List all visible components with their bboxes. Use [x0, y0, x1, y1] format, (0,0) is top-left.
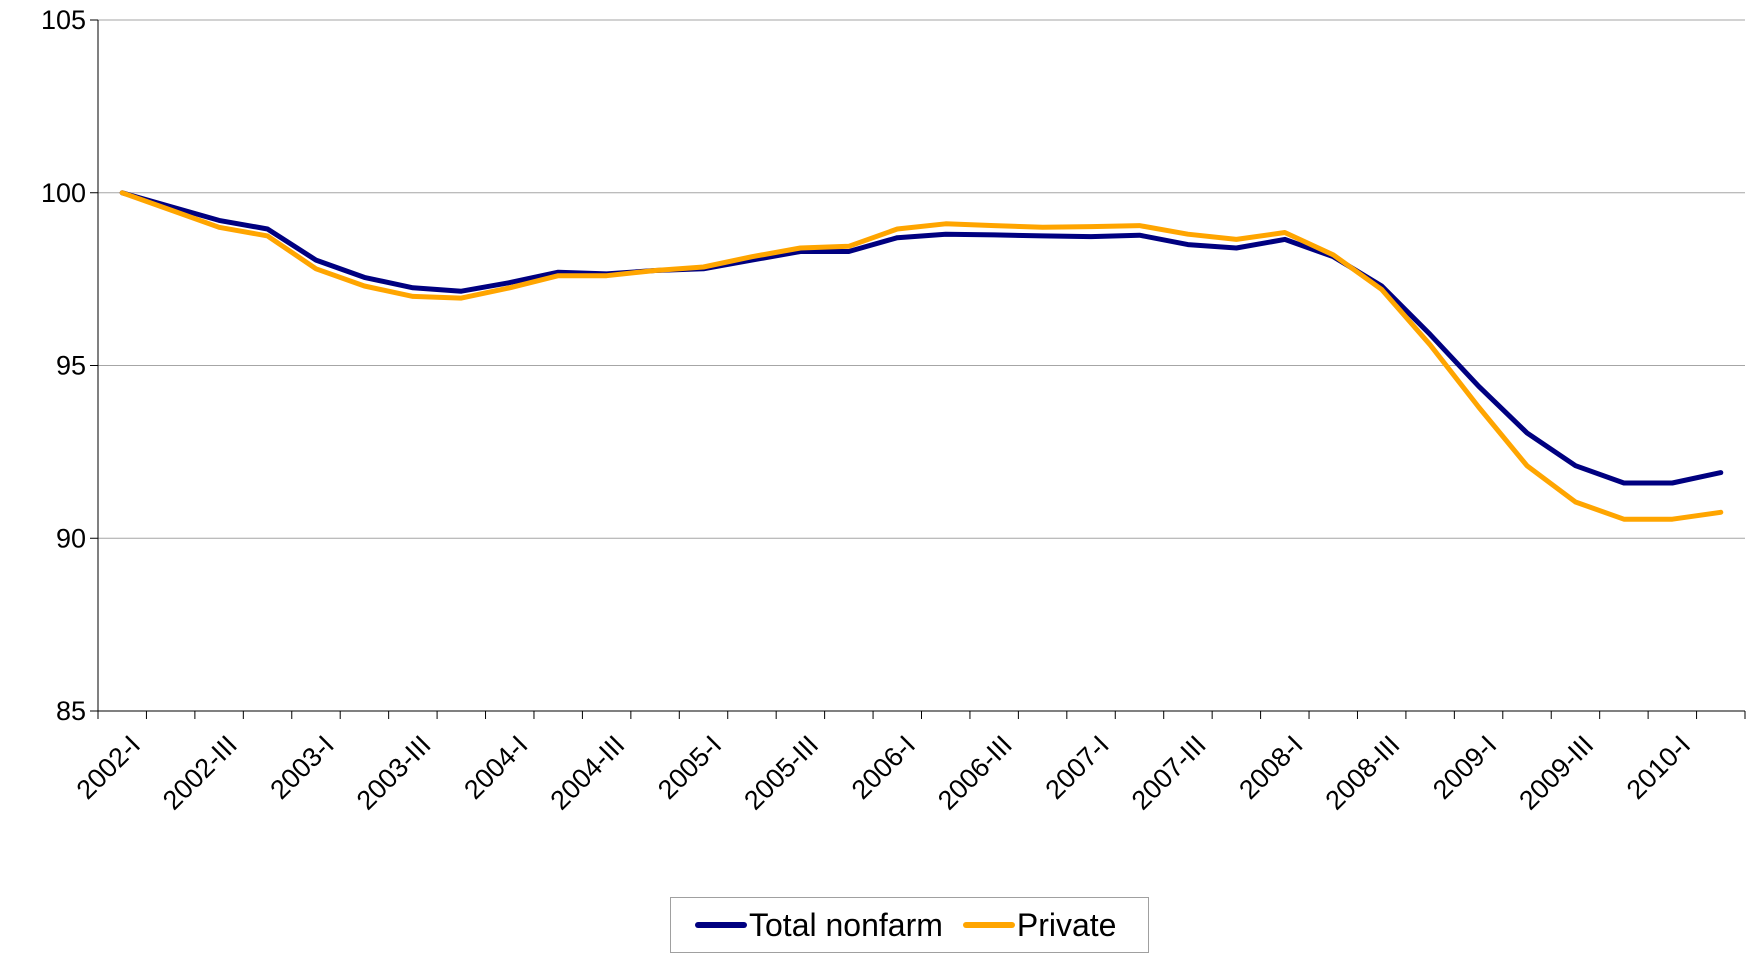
y-tick-label: 100	[41, 178, 86, 208]
y-tick-labels: 85 90 95 100 105	[41, 5, 86, 726]
legend-item-private: Private	[962, 906, 1117, 944]
series-line-private	[119, 190, 1724, 522]
x-tick-label: 2008-III	[1320, 730, 1406, 816]
x-tick-label: 2009-I	[1427, 730, 1502, 805]
x-tick-label: 2004-I	[458, 730, 533, 805]
x-tick-label: 2005-I	[652, 730, 727, 805]
x-tick-label: 2004-III	[544, 730, 630, 816]
y-tick-label: 95	[56, 351, 86, 381]
y-tick-label: 90	[56, 523, 86, 553]
y-tick-label: 105	[41, 5, 86, 35]
x-tick-label: 2006-III	[932, 730, 1018, 816]
legend-label-private: Private	[1016, 906, 1117, 943]
x-tick-label: 2005-III	[738, 730, 824, 816]
series-lines	[119, 190, 1724, 522]
legend-swatch-total-nonfarm	[695, 922, 747, 928]
x-tick-label: 2003-I	[264, 730, 339, 805]
x-tick-label: 2009-III	[1513, 730, 1599, 816]
x-tick-labels: 2002-I 2002-III 2003-I 2003-III 2004-I 2004-I…	[71, 730, 1696, 816]
axes	[90, 19, 1746, 719]
legend-item-total-nonfarm: Total nonfarm	[695, 907, 943, 944]
x-tick-label: 2006-I	[846, 730, 921, 805]
x-tick-label: 2002-III	[157, 730, 243, 816]
x-tick-label: 2003-III	[351, 730, 437, 816]
x-tick-label: 2002-I	[71, 730, 146, 805]
y-tick-label: 85	[56, 696, 86, 726]
x-tick-label: 2007-I	[1040, 730, 1115, 805]
series-line-total-nonfarm	[119, 190, 1724, 486]
legend-label-total-nonfarm: Total nonfarm	[749, 906, 943, 943]
gridlines	[98, 19, 1745, 539]
legend: Total nonfarm Private	[670, 897, 1150, 953]
x-tick-label: 2008-I	[1233, 730, 1308, 805]
legend-swatch-private	[962, 922, 1015, 928]
x-tick-label: 2010-I	[1621, 730, 1696, 805]
x-tick-label: 2007-III	[1126, 730, 1212, 816]
